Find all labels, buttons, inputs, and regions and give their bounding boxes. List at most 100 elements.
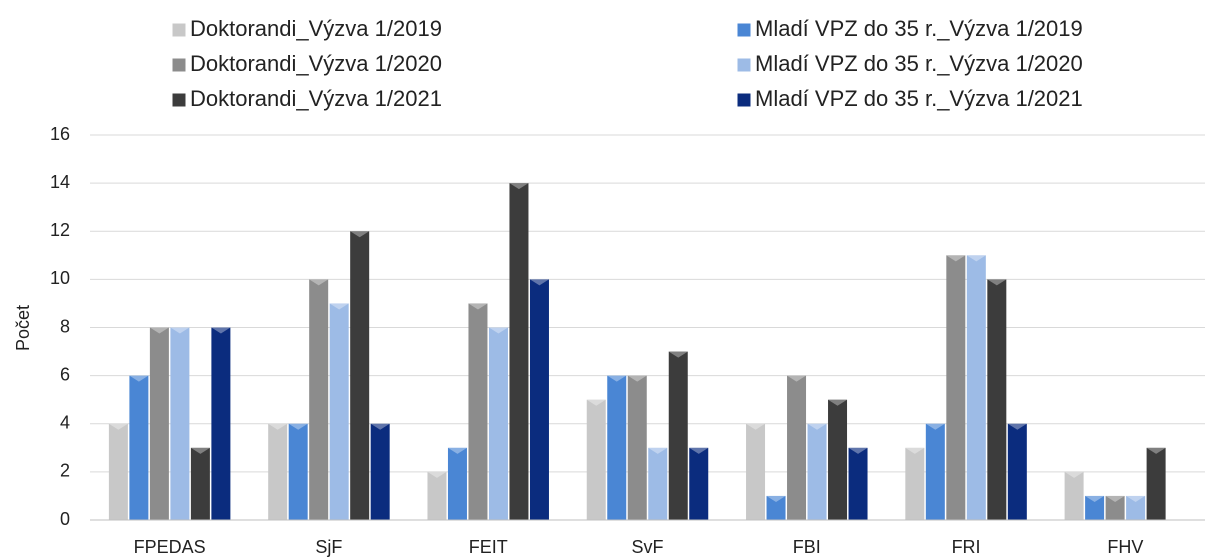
bar xyxy=(1085,495,1105,520)
bar-bevel xyxy=(586,399,606,406)
bar-bevel xyxy=(447,447,467,454)
y-tick-label: 14 xyxy=(50,172,70,192)
bar-bevel xyxy=(966,255,986,262)
bar xyxy=(689,447,709,520)
bar xyxy=(108,423,128,520)
bar xyxy=(529,279,549,520)
bar xyxy=(1064,471,1084,520)
bar-bevel xyxy=(350,231,370,238)
x-tick-label: FPEDAS xyxy=(134,537,206,557)
bar xyxy=(129,375,149,520)
bar-bevel xyxy=(488,327,508,334)
bar xyxy=(807,423,827,520)
bar-bevel xyxy=(668,351,688,358)
bar xyxy=(329,303,349,520)
bar xyxy=(309,279,329,520)
bar-bevel xyxy=(946,255,966,262)
bar xyxy=(648,447,668,520)
bar-bevel xyxy=(689,447,709,454)
bar-bevel xyxy=(370,423,390,430)
bar xyxy=(627,375,647,520)
bar-bevel xyxy=(746,423,766,430)
y-tick-label: 4 xyxy=(60,413,70,433)
bar-bevel xyxy=(529,279,549,286)
bar xyxy=(1126,495,1146,520)
legend-label: Mladí VPZ do 35 r._Výzva 1/2019 xyxy=(755,16,1083,41)
bar xyxy=(488,327,508,520)
bar xyxy=(905,447,925,520)
bar-bevel xyxy=(1146,447,1166,454)
bar xyxy=(848,447,868,520)
bar xyxy=(987,279,1007,520)
legend-label: Doktorandi_Výzva 1/2021 xyxy=(190,86,442,111)
bar xyxy=(1146,447,1166,520)
legend-swatch xyxy=(736,22,752,38)
bar xyxy=(190,447,210,520)
bar-bevel xyxy=(1105,495,1125,502)
bar xyxy=(607,375,627,520)
x-tick-label: FBI xyxy=(793,537,821,557)
y-tick-label: 12 xyxy=(50,220,70,240)
bar-bevel xyxy=(1085,495,1105,502)
x-tick-label: SjF xyxy=(315,537,342,557)
bar xyxy=(350,231,370,520)
bar xyxy=(966,255,986,520)
y-axis-label: Počet xyxy=(13,305,33,351)
bar xyxy=(946,255,966,520)
y-tick-label: 16 xyxy=(50,124,70,144)
legend-label: Mladí VPZ do 35 r._Výzva 1/2020 xyxy=(755,51,1083,76)
bar-bevel xyxy=(766,495,786,502)
bar xyxy=(447,447,467,520)
y-tick-label: 2 xyxy=(60,461,70,481)
y-tick-label: 0 xyxy=(60,509,70,529)
bar-bevel xyxy=(925,423,945,430)
bar-bevel xyxy=(848,447,868,454)
legend-swatch xyxy=(736,92,752,108)
bar xyxy=(211,327,231,520)
bar-bevel xyxy=(268,423,288,430)
bar-bevel xyxy=(987,279,1007,286)
bar-bevel xyxy=(329,303,349,310)
bar-bevel xyxy=(190,447,210,454)
bar-bevel xyxy=(509,183,529,190)
bar-bevel xyxy=(309,279,329,286)
bar-bevel xyxy=(828,399,848,406)
bar xyxy=(746,423,766,520)
legend-label: Doktorandi_Výzva 1/2019 xyxy=(190,16,442,41)
legend-label: Mladí VPZ do 35 r._Výzva 1/2021 xyxy=(755,86,1083,111)
bar xyxy=(468,303,488,520)
bar xyxy=(149,327,169,520)
x-tick-label: FRI xyxy=(952,537,981,557)
bar-bevel xyxy=(807,423,827,430)
y-tick-label: 8 xyxy=(60,316,70,336)
bar xyxy=(586,399,606,520)
bar-bevel xyxy=(787,375,807,382)
bar xyxy=(170,327,190,520)
legend-swatch xyxy=(171,57,187,73)
legend-label: Doktorandi_Výzva 1/2020 xyxy=(190,51,442,76)
bar-bevel xyxy=(108,423,128,430)
bar xyxy=(288,423,308,520)
bar xyxy=(370,423,390,520)
bar-bevel xyxy=(1007,423,1027,430)
bar-bevel xyxy=(627,375,647,382)
bar-bevel xyxy=(288,423,308,430)
bar-bevel xyxy=(129,375,149,382)
bar xyxy=(668,351,688,520)
bar xyxy=(925,423,945,520)
bar-bevel xyxy=(468,303,488,310)
y-tick-label: 6 xyxy=(60,364,70,384)
legend-swatch xyxy=(171,92,187,108)
bar xyxy=(787,375,807,520)
x-tick-label: FEIT xyxy=(469,537,508,557)
bar xyxy=(268,423,288,520)
bar-bevel xyxy=(905,447,925,454)
x-tick-label: SvF xyxy=(631,537,663,557)
y-tick-label: 10 xyxy=(50,268,70,288)
bar-bevel xyxy=(427,471,447,478)
bar xyxy=(828,399,848,520)
bar-bevel xyxy=(648,447,668,454)
x-tick-label: FHV xyxy=(1107,537,1143,557)
bar-bevel xyxy=(1064,471,1084,478)
